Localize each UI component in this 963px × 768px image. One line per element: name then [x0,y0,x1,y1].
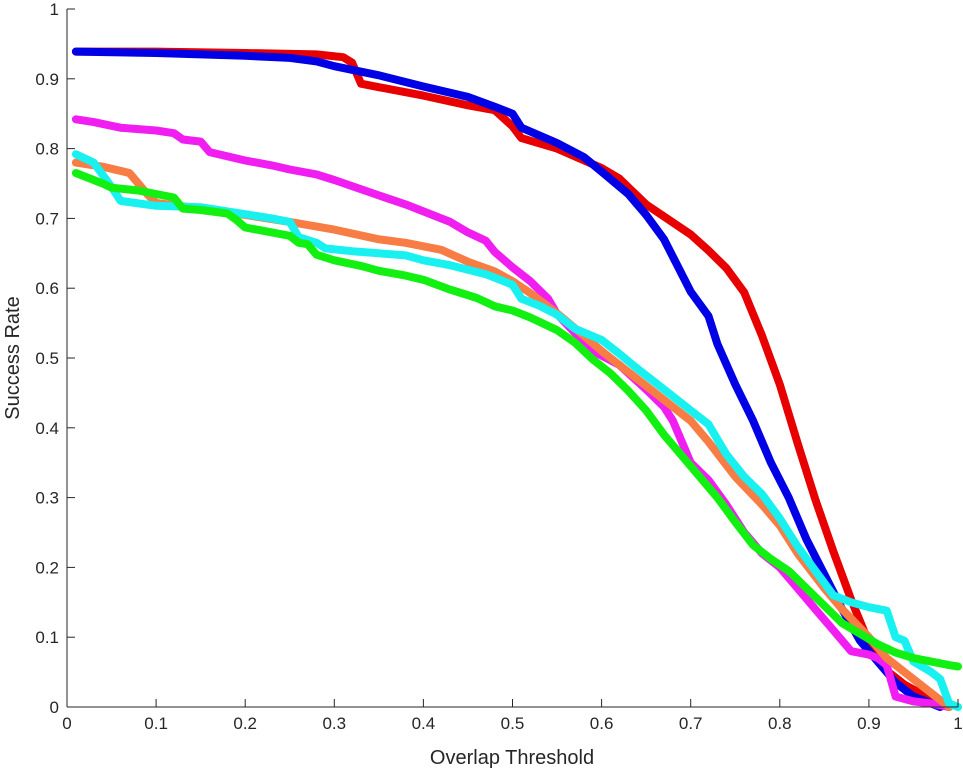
y-tick-label: 0 [50,698,59,717]
x-tick-label: 0.8 [768,714,792,733]
series-layer [71,47,962,711]
y-axis-title: Success Rate [2,296,24,419]
y-tick-label: 0.5 [35,349,59,368]
y-tick-label: 0.7 [35,209,59,228]
x-tick-label: 0.5 [501,714,525,733]
x-tick-label: 0.9 [857,714,881,733]
x-tick-label: 0.4 [412,714,436,733]
y-tick-label: 0.3 [35,489,59,508]
x-tick-label: 0.6 [590,714,614,733]
y-tick-label: 0.4 [35,419,59,438]
x-tick-label: 1 [953,714,962,733]
y-tick-label: 0.8 [35,140,59,159]
axes-layer: 0 0.1 0.2 0.3 0.4 0.5 0.6 0.7 0.8 0.9 1 0 0.1 0.2 0.3 0… [35,0,962,733]
x-tick-label: 0.1 [144,714,168,733]
x-tick-label: 0.3 [322,714,346,733]
y-tick-label: 1 [50,0,59,19]
series-line-5 [71,150,962,711]
x-tick-label: 0.2 [233,714,257,733]
y-tick-label: 0.2 [35,558,59,577]
x-tick-label: 0.7 [679,714,703,733]
x-axis-title: Overlap Threshold [430,747,594,768]
series-line-6 [71,169,962,671]
y-tick-label: 0.6 [35,279,59,298]
x-tick-label: 0 [62,714,71,733]
y-tick-label: 0.9 [35,70,59,89]
y-tick-label: 0.1 [35,628,59,647]
